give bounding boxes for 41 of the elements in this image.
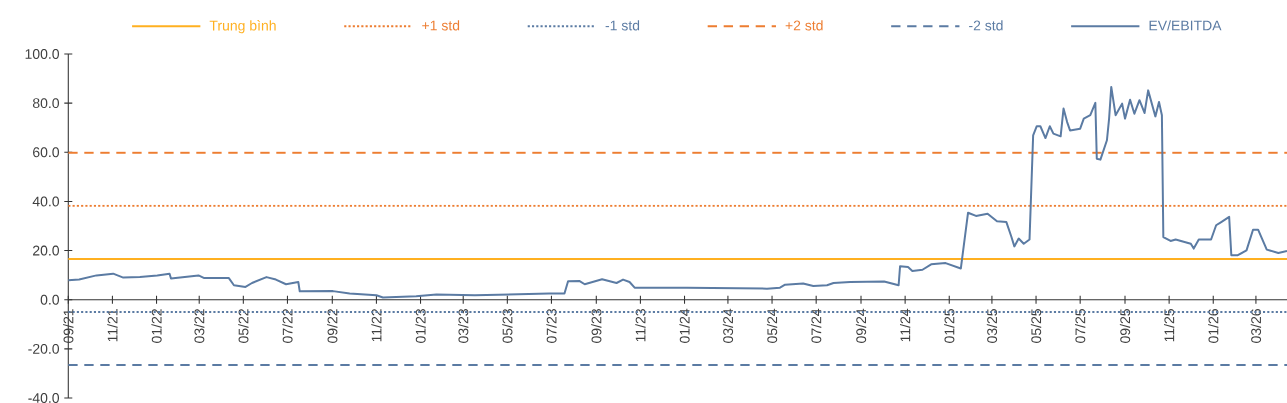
legend-label: Trung bình (209, 20, 276, 34)
legend-label: -1 std (605, 20, 640, 31)
line-series (67, 85, 1287, 299)
x-tick-label: 07/22 (282, 309, 293, 343)
y-tick-label: 100.0 (25, 49, 60, 59)
x-tick-label: 01/26 (1208, 309, 1219, 343)
x-tick-label: 09/21 (63, 309, 74, 343)
x-tick-label: 09/23 (591, 309, 602, 343)
x-tick-label: 01/25 (944, 309, 955, 343)
x-tick-label: 03/26 (1250, 309, 1262, 343)
y-tick-label: 60.0 (33, 147, 60, 158)
x-tick-label: 03/24 (722, 308, 734, 343)
x-tick-label: 05/25 (1030, 309, 1042, 343)
x-tick-label: 07/24 (811, 308, 822, 343)
x-tick-label: 11/23 (635, 309, 646, 342)
x-tick-label: 11/24 (899, 308, 911, 342)
legend-label: -2 std (969, 20, 1003, 31)
x-tick-label: 01/22 (151, 309, 162, 343)
x-tick-label: 07/25 (1075, 309, 1086, 343)
x-tick-label: 01/24 (679, 308, 690, 343)
x-tick-label: 09/25 (1119, 309, 1131, 343)
x-tick-label: 11/25 (1163, 309, 1175, 342)
legend-label: +2 std (785, 20, 823, 31)
y-tick-label: 40.0 (32, 196, 60, 207)
legend-label: EV/EBITDA (1149, 20, 1222, 31)
x-tick-label: 07/23 (546, 309, 557, 343)
x-tick-label: 05/24 (766, 308, 778, 343)
x-tick-label: 05/22 (238, 309, 249, 343)
x-tick-label: 09/22 (327, 309, 338, 343)
x-tick-label: 05/23 (502, 309, 513, 343)
y-tick-label: 0.0 (40, 294, 60, 305)
y-tick-label: 80.0 (32, 98, 60, 109)
x-tick-label: 03/22 (194, 309, 205, 343)
x-tick-label: 03/23 (458, 309, 469, 343)
x-tick-label: 03/25 (986, 309, 998, 343)
y-tick-label: 20.0 (33, 245, 60, 256)
legend-label: +1 std (422, 20, 460, 31)
x-tick-label: 01/23 (415, 309, 426, 343)
x-tick-label: 09/24 (855, 308, 867, 343)
y-tick-label: -20.0 (28, 343, 60, 354)
y-tick-label: -40.0 (28, 393, 60, 403)
